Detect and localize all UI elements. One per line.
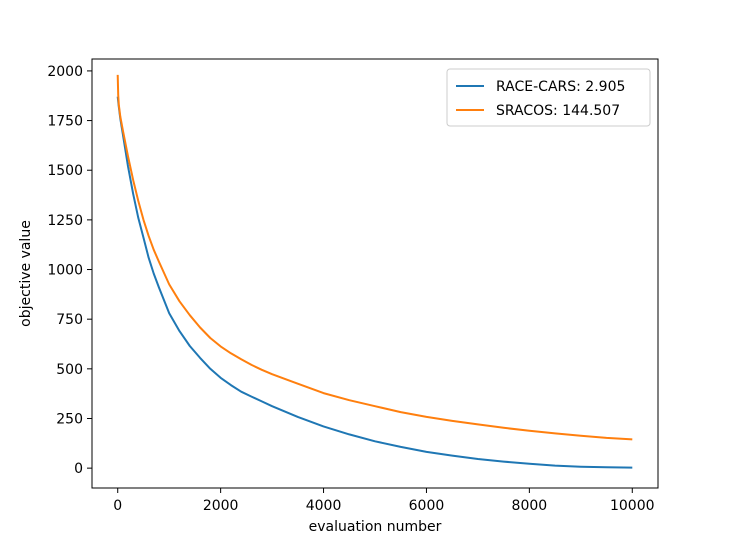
y-tick-label: 1750 [47, 114, 83, 130]
legend-box [446, 68, 651, 127]
x-tick-label: 4000 [306, 498, 342, 514]
legend-label-race-cars: RACE-CARS: 2.905 [496, 79, 625, 95]
series-line-sracos [116, 74, 633, 441]
series-line-race-cars [116, 96, 633, 469]
x-tick-label: 8000 [512, 498, 548, 514]
y-tick-label: 2000 [47, 64, 83, 80]
legend-label-sracos: SRACOS: 144.507 [496, 103, 620, 119]
x-tick-label: 0 [113, 498, 122, 514]
y-tick-label: 1500 [47, 163, 83, 179]
legend: RACE-CARS: 2.905 SRACOS: 144.507 [446, 68, 651, 127]
y-axis-label: objective value [18, 220, 34, 327]
series-layer [116, 74, 633, 469]
y-tick-label: 750 [56, 312, 83, 328]
x-tick-label: 6000 [409, 498, 445, 514]
y-tick-label: 250 [56, 411, 83, 427]
y-tick-label: 1000 [47, 263, 83, 279]
y-tick-label: 1250 [47, 213, 83, 229]
plot-area-frame [91, 58, 659, 489]
tick-layer: 0 2000 4000 6000 8000 10000 0 250 500 750 1000 1250… [47, 64, 654, 514]
x-tick-label: 2000 [203, 498, 239, 514]
y-tick-label: 0 [74, 461, 83, 477]
x-tick-label: 10000 [610, 498, 655, 514]
y-tick-label: 500 [56, 362, 83, 378]
x-axis-label: evaluation number [309, 519, 442, 535]
